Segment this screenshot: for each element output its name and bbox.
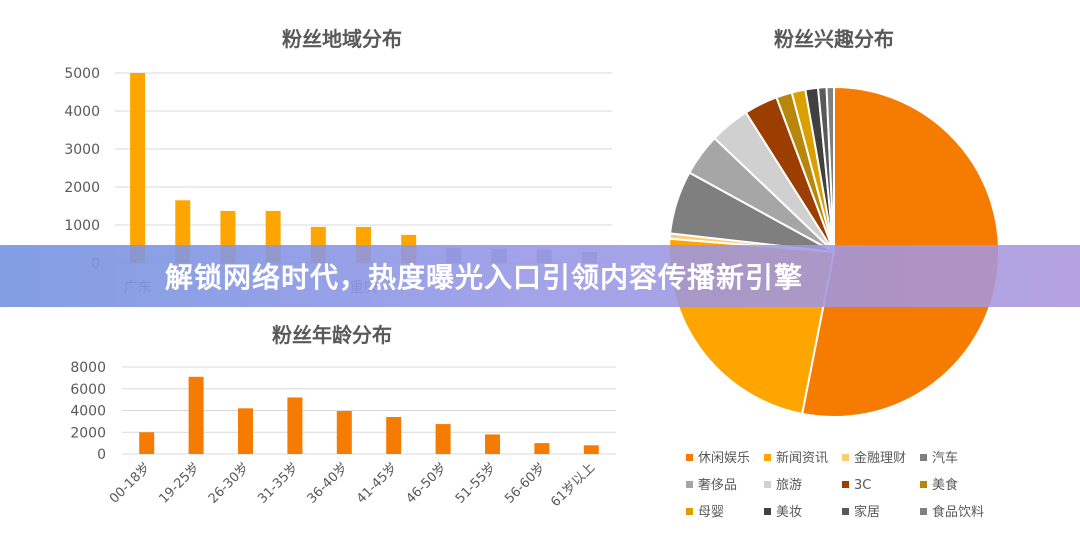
legend-label: 奢侈品 (698, 478, 737, 493)
legend-swatch (686, 454, 693, 461)
age-x-label: 26-30岁 (206, 460, 253, 507)
region-y-tick: 3000 (64, 142, 100, 158)
legend-swatch (842, 508, 849, 515)
age-x-label: 56-60岁 (502, 460, 549, 507)
age-bar (188, 376, 204, 454)
headline-text: 解锁网络时代，热度曝光入口引领内容传播新引擎 (165, 261, 804, 294)
region-bar (130, 73, 146, 263)
legend-label: 食品饮料 (932, 504, 984, 520)
legend-swatch (842, 481, 849, 488)
age-chart-title: 粉丝年龄分布 (272, 323, 392, 347)
age-bar (238, 408, 253, 454)
age-bar (435, 424, 451, 454)
region-y-tick: 2000 (64, 180, 100, 196)
age-bar (139, 432, 155, 454)
age-y-tick: 8000 (70, 360, 106, 376)
legend-label: 美妆 (776, 505, 802, 520)
legend-swatch (764, 508, 771, 515)
age-bar-chart: 0 2000 4000 6000 8000 00-18岁 19-25岁 26-30岁 31-35… (70, 360, 616, 510)
age-x-label: 00-18岁 (107, 460, 154, 507)
legend-swatch (920, 508, 927, 515)
age-bar (534, 443, 550, 454)
legend-label: 新闻资讯 (776, 450, 828, 466)
age-y-tick: 2000 (70, 425, 106, 441)
age-x-label: 36-40岁 (305, 460, 352, 507)
region-y-tick: 4000 (64, 104, 100, 120)
age-x-label: 51-55岁 (453, 460, 500, 507)
age-x-label: 19-25岁 (156, 460, 203, 507)
legend-label: 金融理财 (854, 450, 906, 466)
age-bar (287, 397, 303, 454)
age-bar (485, 434, 500, 454)
legend-swatch (764, 481, 771, 488)
legend-swatch (686, 508, 693, 515)
legend-label: 汽车 (932, 450, 958, 466)
headline-banner: 解锁网络时代，热度曝光入口引领内容传播新引擎 (0, 245, 1080, 307)
age-y-tick: 0 (97, 447, 106, 463)
region-y-tick: 5000 (64, 66, 100, 82)
legend-label: 休闲娱乐 (698, 451, 750, 466)
age-y-tick: 6000 (70, 382, 106, 398)
age-bar (386, 417, 402, 454)
legend-swatch (920, 454, 927, 461)
interest-chart-title: 粉丝兴趣分布 (774, 27, 894, 51)
legend-label: 母婴 (698, 505, 724, 520)
age-bar (336, 411, 352, 454)
legend-label: 家居 (854, 504, 880, 520)
region-chart-title: 粉丝地域分布 (282, 27, 402, 51)
region-y-tick: 1000 (64, 218, 100, 234)
legend-swatch (686, 481, 693, 488)
pie-slice (825, 85, 835, 253)
age-y-tick: 4000 (70, 404, 106, 420)
age-x-label: 46-50岁 (403, 460, 450, 507)
legend-label: 3C (854, 478, 871, 493)
legend-swatch (920, 481, 927, 488)
legend-swatch (842, 454, 849, 461)
age-x-label: 31-35岁 (255, 460, 302, 507)
legend-swatch (764, 454, 771, 461)
age-x-label: 61岁以上 (548, 460, 598, 510)
legend-label: 旅游 (776, 478, 802, 493)
age-x-label: 41-45岁 (354, 460, 401, 507)
legend-label: 美食 (932, 477, 958, 493)
age-bar (583, 445, 599, 454)
